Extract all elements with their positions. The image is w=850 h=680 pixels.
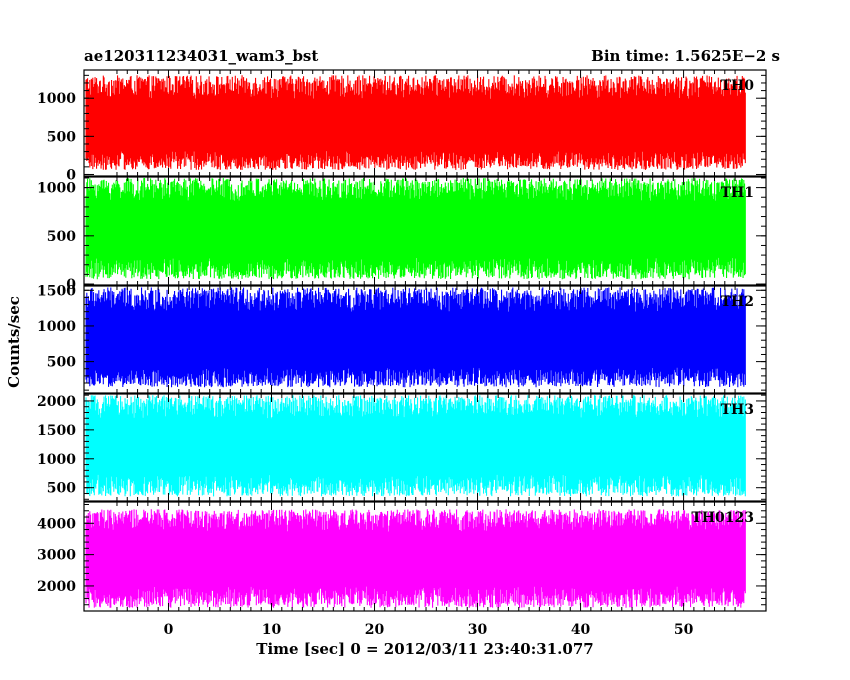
y-tick-label: 500	[47, 355, 76, 371]
y-tick-label: 1000	[37, 181, 76, 197]
panel-label: TH0	[721, 78, 755, 94]
panel-frame	[83, 69, 767, 177]
y-tick-label: 2000	[37, 394, 76, 410]
series-core-th0	[86, 104, 746, 147]
series-core-th2	[86, 318, 746, 363]
y-tick-label: 3000	[37, 548, 76, 564]
y-tick-label: 4000	[37, 516, 76, 532]
y-tick-label: 1500	[37, 283, 76, 299]
x-tick-label: 40	[571, 622, 591, 638]
panel-frame	[83, 176, 767, 286]
panel-th3: 500 1000 1500 2000 TH3	[37, 393, 767, 502]
y-tick-label: 500	[47, 129, 76, 145]
panel-frame	[83, 285, 767, 394]
y-axis-label: Counts/sec	[5, 296, 23, 388]
panels: 0 500 1000 TH0 0 500 1000 TH1 500 1000 1500 TH2 500 1…	[37, 69, 767, 612]
chart-title: ae120311234031_wam3_bst	[84, 47, 318, 65]
x-axis: 0 10 20 30 40 50	[164, 622, 694, 638]
panel-label: TH1	[721, 185, 754, 201]
panel-th0: 0 500 1000 TH0	[37, 69, 767, 183]
y-tick-label: 0	[66, 167, 76, 183]
panel-label: TH3	[721, 402, 754, 418]
chart-subtitle: Bin time: 1.5625E−2 s	[591, 47, 780, 65]
x-tick-label: 20	[365, 622, 385, 638]
y-tick-label: 500	[47, 229, 76, 245]
series-core-th1	[86, 206, 746, 253]
panel-label: TH0123	[691, 510, 754, 526]
y-tick-label: 1000	[37, 91, 76, 107]
series-core-th0123	[86, 536, 746, 582]
y-tick-label: 0	[66, 277, 76, 293]
panel-th2: 500 1000 1500 TH2	[37, 283, 767, 394]
x-tick-label: 50	[674, 622, 694, 638]
panel-th1: 0 500 1000 TH1	[37, 176, 767, 293]
y-tick-label: 1500	[37, 423, 76, 439]
y-tick-label: 500	[47, 481, 76, 497]
y-tick-label: 1000	[37, 319, 76, 335]
x-tick-label: 30	[468, 622, 488, 638]
x-axis-label: Time [sec] 0 = 2012/03/11 23:40:31.077	[256, 640, 593, 658]
panel-label: TH2	[721, 294, 754, 310]
series-core-th3	[86, 424, 746, 470]
x-tick-label: 0	[164, 622, 174, 638]
y-tick-label: 1000	[37, 452, 76, 468]
x-tick-label: 10	[262, 622, 282, 638]
y-tick-label: 2000	[37, 579, 76, 595]
panel-frame	[83, 501, 767, 612]
panel-th0123: 2000 3000 4000 TH0123	[37, 501, 767, 612]
